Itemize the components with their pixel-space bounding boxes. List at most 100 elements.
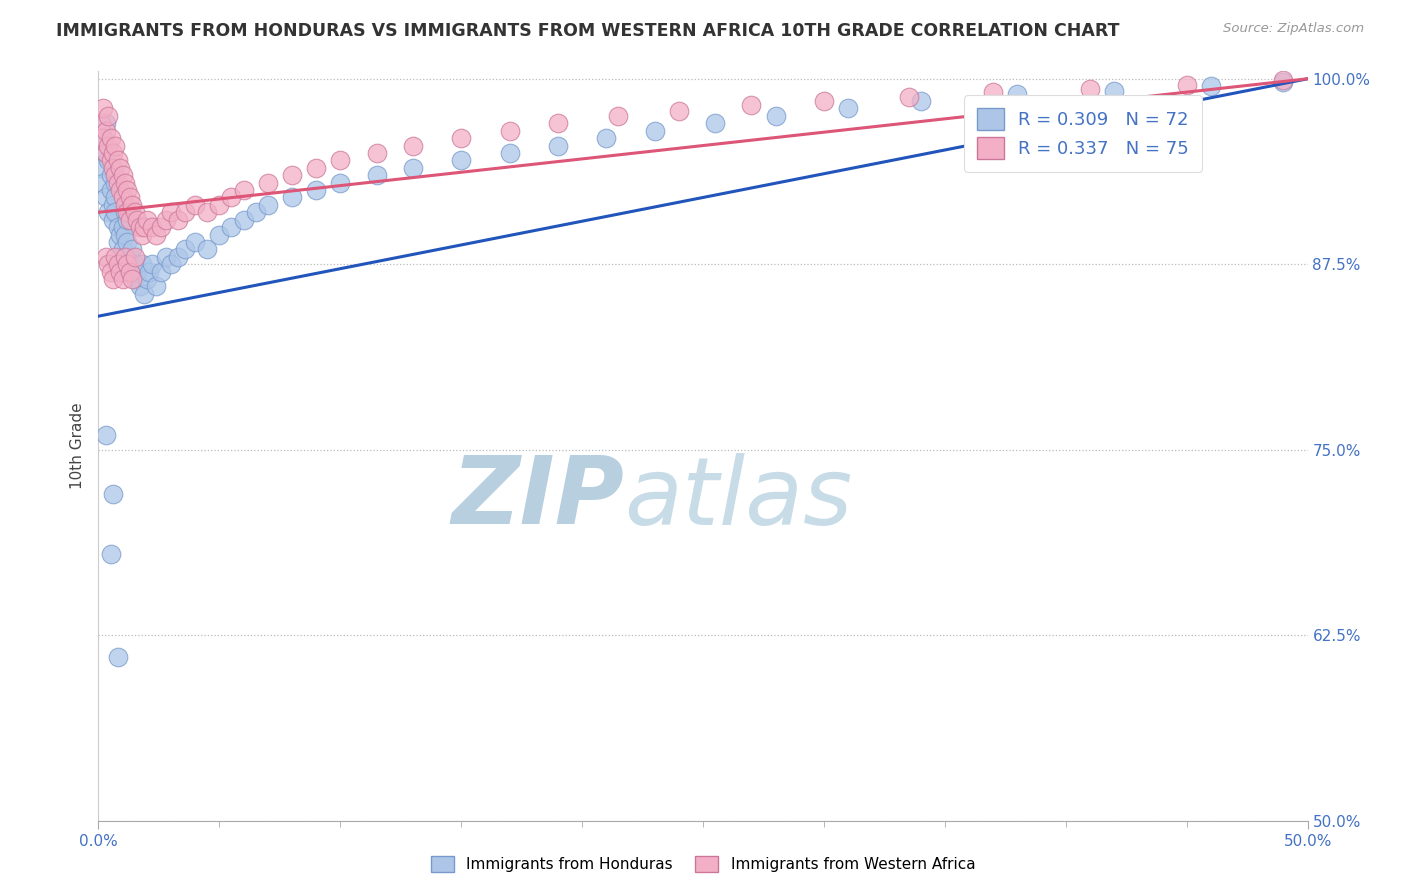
Point (94, 250, 117, 264)
Point (104, 205, 127, 219)
Point (94, 428, 117, 442)
Point (128, 279, 150, 293)
Point (107, 220, 129, 235)
Point (107, 257, 129, 271)
Point (124, 257, 146, 271)
Point (101, 198, 124, 212)
Point (90, 161, 112, 175)
Point (135, 272, 157, 286)
Point (131, 257, 153, 271)
Point (221, 220, 243, 235)
Point (117, 183, 139, 197)
Point (121, 243, 143, 257)
Point (897, 89, 920, 103)
Point (910, 94, 932, 108)
Point (108, 183, 131, 197)
Point (256, 176, 278, 190)
Point (1175, 78, 1198, 92)
Text: IMMIGRANTS FROM HONDURAS VS IMMIGRANTS FROM WESTERN AFRICA 10TH GRADE CORRELATIO: IMMIGRANTS FROM HONDURAS VS IMMIGRANTS F… (56, 22, 1119, 40)
Point (981, 85, 1004, 99)
Text: atlas: atlas (624, 453, 852, 544)
Point (128, 220, 150, 235)
Point (155, 212, 177, 227)
Point (111, 272, 134, 286)
Point (150, 220, 173, 235)
Point (195, 243, 218, 257)
Point (114, 205, 136, 219)
Point (117, 235, 139, 249)
Point (150, 265, 173, 279)
Point (94, 190, 117, 204)
Point (91, 102, 114, 116)
Point (90, 116, 112, 130)
Point (104, 138, 127, 153)
Point (124, 272, 146, 286)
Point (111, 220, 134, 235)
Point (450, 131, 472, 145)
Point (108, 250, 131, 264)
Point (108, 265, 131, 279)
Point (111, 168, 134, 182)
Point (118, 265, 141, 279)
Point (1007, 87, 1029, 101)
Point (124, 250, 146, 264)
Point (94, 145, 117, 160)
Point (366, 168, 388, 182)
Point (97, 153, 120, 168)
Point (1078, 82, 1101, 96)
Point (121, 272, 143, 286)
Point (1272, 73, 1295, 87)
Point (366, 145, 388, 160)
Point (1199, 79, 1222, 94)
Point (100, 153, 122, 168)
Text: Source: ZipAtlas.com: Source: ZipAtlas.com (1223, 22, 1364, 36)
Point (184, 235, 207, 249)
Point (329, 176, 352, 190)
Point (208, 227, 231, 242)
Point (117, 205, 139, 219)
Point (174, 205, 197, 219)
Point (114, 176, 136, 190)
Point (101, 161, 124, 175)
Point (1272, 75, 1295, 89)
Point (135, 212, 157, 227)
Point (101, 145, 124, 160)
Point (124, 205, 146, 219)
Point (114, 198, 136, 212)
Point (97, 205, 120, 219)
Point (167, 212, 190, 227)
Point (94, 124, 117, 138)
Point (104, 190, 127, 204)
Point (281, 190, 304, 204)
Point (160, 205, 183, 219)
Point (94, 145, 117, 160)
Point (91, 131, 114, 145)
Point (167, 250, 190, 264)
Point (100, 131, 122, 145)
Point (184, 198, 207, 212)
Point (145, 227, 167, 242)
Point (131, 227, 153, 242)
Point (402, 138, 425, 153)
Point (100, 183, 122, 197)
Y-axis label: 10th Grade: 10th Grade (69, 402, 84, 490)
Point (121, 198, 143, 212)
Point (245, 205, 267, 219)
Point (547, 116, 569, 130)
Legend: Immigrants from Honduras, Immigrants from Western Africa: Immigrants from Honduras, Immigrants fro… (423, 848, 983, 880)
Point (195, 205, 218, 219)
Point (837, 102, 859, 116)
Point (101, 212, 124, 227)
Point (138, 265, 160, 279)
Point (101, 272, 124, 286)
Point (174, 243, 197, 257)
Point (91, 131, 114, 145)
Point (740, 98, 762, 112)
Point (108, 227, 131, 242)
Point (118, 265, 141, 279)
Point (765, 109, 787, 123)
Point (100, 265, 122, 279)
Point (145, 279, 167, 293)
Point (256, 198, 278, 212)
Point (547, 138, 569, 153)
